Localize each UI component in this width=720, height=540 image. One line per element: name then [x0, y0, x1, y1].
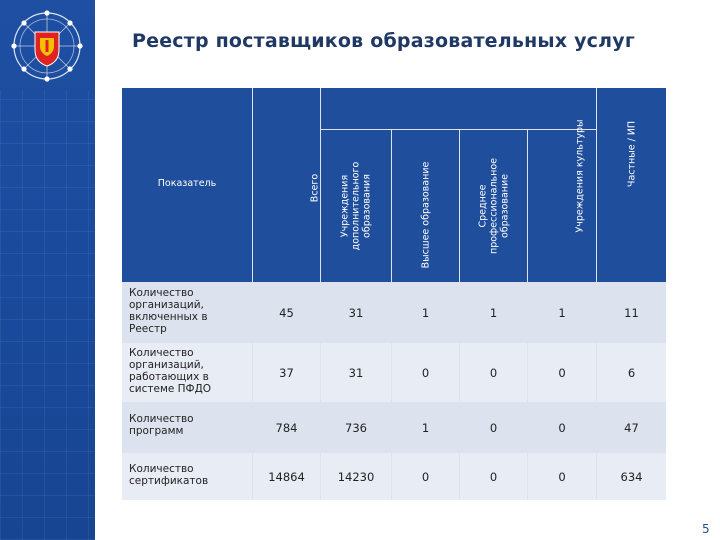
cell-vocational: 1: [460, 283, 527, 342]
header-private-label: Частные / ИП: [626, 120, 637, 188]
cell-vocational: 0: [460, 403, 527, 452]
cell-private: 47: [597, 403, 666, 452]
header-higher: Высшее образование: [392, 130, 459, 282]
cell-private: 634: [597, 453, 666, 500]
cell-culture: 0: [528, 403, 596, 452]
cell-total: 45: [253, 283, 320, 342]
cell-vocational: 0: [460, 343, 527, 402]
left-sidebar-band: [0, 0, 95, 540]
cell-higher: 0: [392, 453, 459, 500]
header-vocational-label: Среднее профессиональное образование: [477, 157, 510, 255]
cell-total: 14864: [253, 453, 320, 500]
page-title: Реестр поставщиков образовательных услуг: [132, 30, 635, 52]
cell-culture: 1: [528, 283, 596, 342]
header-culture-label: Учреждения культуры: [574, 119, 586, 233]
header-vocational: Среднее профессиональное образование: [460, 130, 527, 282]
cell-additional: 14230: [321, 453, 391, 500]
cell-vocational: 0: [460, 453, 527, 500]
row-label: Количество сертификатов: [122, 453, 252, 500]
header-culture: Учреждения культуры: [528, 88, 596, 282]
header-indicator: Показатель: [122, 88, 252, 282]
header-higher-label: Высшее образование: [420, 161, 431, 269]
header-group-top: [321, 88, 596, 129]
row-label: Количество программ: [122, 403, 252, 452]
cell-higher: 0: [392, 343, 459, 402]
row-label: Количество организаций, работающих в сис…: [122, 343, 252, 402]
cell-culture: 0: [528, 343, 596, 402]
header-indicator-label: Показатель: [157, 178, 217, 189]
row-label: Количество организаций, включенных в Рее…: [122, 283, 252, 342]
header-total: Всего: [253, 88, 320, 282]
page-number: 5: [702, 522, 710, 536]
cell-higher: 1: [392, 403, 459, 452]
coat-of-arms-icon: [11, 10, 83, 82]
cell-higher: 1: [392, 283, 459, 342]
sidebar-pattern: [0, 90, 95, 540]
cell-total: 37: [253, 343, 320, 402]
cell-culture: 0: [528, 453, 596, 500]
cell-private: 11: [597, 283, 666, 342]
header-total-label: Всего: [309, 173, 321, 203]
cell-additional: 736: [321, 403, 391, 452]
cell-additional: 31: [321, 283, 391, 342]
header-group-right: [528, 130, 596, 282]
cell-total: 784: [253, 403, 320, 452]
registry-table: Показатель Всего Учреждения дополнительн…: [122, 88, 666, 500]
header-additional: Учреждения дополнительного образования: [321, 130, 391, 282]
cell-additional: 31: [321, 343, 391, 402]
header-private: Частные / ИП: [597, 88, 666, 282]
header-additional-label: Учреждения дополнительного образования: [339, 161, 373, 251]
cell-private: 6: [597, 343, 666, 402]
